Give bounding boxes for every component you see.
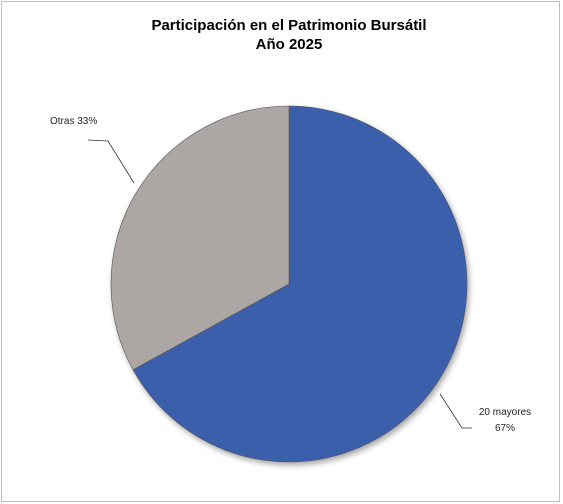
category-label: 20 mayores [479,407,531,418]
leader-line [87,139,135,184]
pie-slice [132,105,468,463]
data-label: Otras 33% [50,116,97,127]
value-label: 33% [77,116,97,127]
leader-line [439,393,472,429]
value-label: 67% [495,423,515,434]
chart-title: Participación en el Patrimonio Bursátil [151,17,426,34]
pie-slice [110,105,290,371]
category-label: Otras [50,116,74,127]
chart-subtitle: Año 2025 [256,36,323,53]
pie [110,105,468,463]
